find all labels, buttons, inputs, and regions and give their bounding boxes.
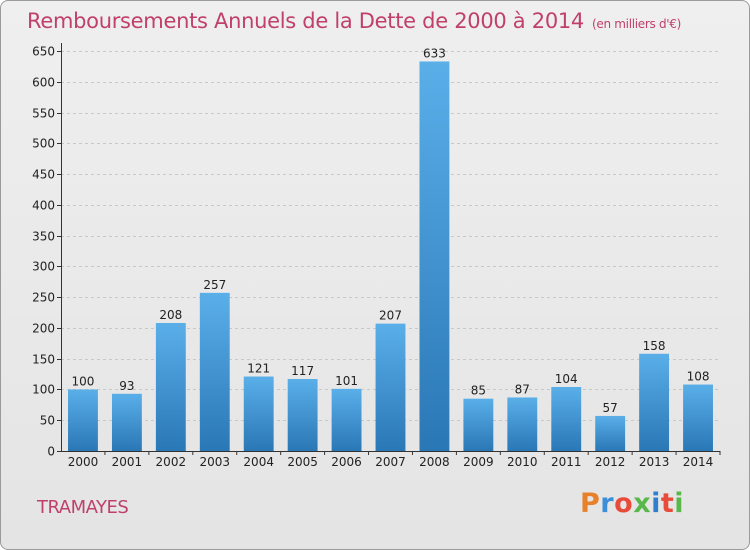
data-label: 101	[335, 374, 358, 388]
x-tick-label: 2003	[199, 455, 230, 469]
y-tick-label: 200	[32, 322, 55, 336]
y-tick-label: 250	[32, 291, 55, 305]
data-label: 121	[247, 362, 270, 376]
title-unit: (en milliers d'€)	[592, 17, 682, 31]
bar-2000	[68, 389, 98, 451]
x-tick-label: 2005	[287, 455, 318, 469]
bar-2007	[375, 323, 406, 451]
x-tick-label: 2007	[375, 455, 406, 469]
bar-2001	[111, 393, 142, 451]
x-tick-label: 2004	[243, 455, 274, 469]
bar-2012	[595, 415, 626, 451]
bar-2004	[243, 376, 274, 451]
x-tick-label: 2002	[156, 455, 187, 469]
y-tick-label: 300	[32, 260, 55, 274]
x-tick-label: 2009	[463, 455, 494, 469]
bar-2002	[155, 323, 186, 451]
y-tick-label: 600	[32, 76, 55, 90]
bar-2005	[287, 379, 318, 451]
data-label: 85	[471, 384, 486, 398]
y-tick-label: 650	[32, 45, 55, 59]
y-tick-label: 400	[32, 199, 55, 213]
data-label: 117	[291, 364, 314, 378]
bar-2014	[683, 384, 713, 451]
data-label: 257	[203, 278, 226, 292]
x-tick-label: 2008	[419, 455, 450, 469]
commune-name: TRAMAYES	[37, 497, 129, 518]
x-tick-label: 2000	[68, 455, 99, 469]
y-tick-label: 350	[32, 230, 55, 244]
x-tick-label: 2012	[595, 455, 626, 469]
bar-2003	[199, 292, 230, 451]
x-tick-label: 2014	[683, 455, 714, 469]
y-tick-label: 0	[47, 445, 55, 459]
bar-2011	[551, 387, 582, 451]
data-label: 57	[603, 401, 618, 415]
y-tick-label: 550	[32, 107, 55, 121]
x-tick-label: 2006	[331, 455, 362, 469]
data-label: 207	[379, 309, 402, 323]
data-label: 93	[119, 379, 134, 393]
y-tick-label: 450	[32, 168, 55, 182]
data-label: 158	[643, 339, 666, 353]
proxiti-logo: Proxiti	[580, 488, 685, 519]
x-tick-label: 2013	[639, 455, 670, 469]
title-text: Remboursements Annuels de la Dette de 20…	[27, 9, 584, 33]
bar-2013	[639, 353, 670, 451]
bar-2009	[463, 398, 494, 451]
data-label: 87	[515, 382, 530, 396]
data-label: 208	[159, 308, 182, 322]
data-label: 104	[555, 372, 578, 386]
y-tick-label: 150	[32, 353, 55, 367]
chart-title: Remboursements Annuels de la Dette de 20…	[27, 9, 681, 33]
data-label: 108	[687, 370, 710, 384]
data-label: 633	[423, 46, 446, 60]
x-tick-label: 2001	[112, 455, 143, 469]
bar-2008	[419, 61, 450, 451]
y-tick-label: 500	[32, 137, 55, 151]
bar-2006	[331, 388, 362, 451]
x-tick-label: 2011	[551, 455, 582, 469]
y-tick-label: 100	[32, 383, 55, 397]
bar-2010	[507, 397, 538, 451]
x-tick-label: 2010	[507, 455, 538, 469]
y-tick-label: 50	[40, 414, 55, 428]
data-label: 100	[72, 374, 95, 388]
